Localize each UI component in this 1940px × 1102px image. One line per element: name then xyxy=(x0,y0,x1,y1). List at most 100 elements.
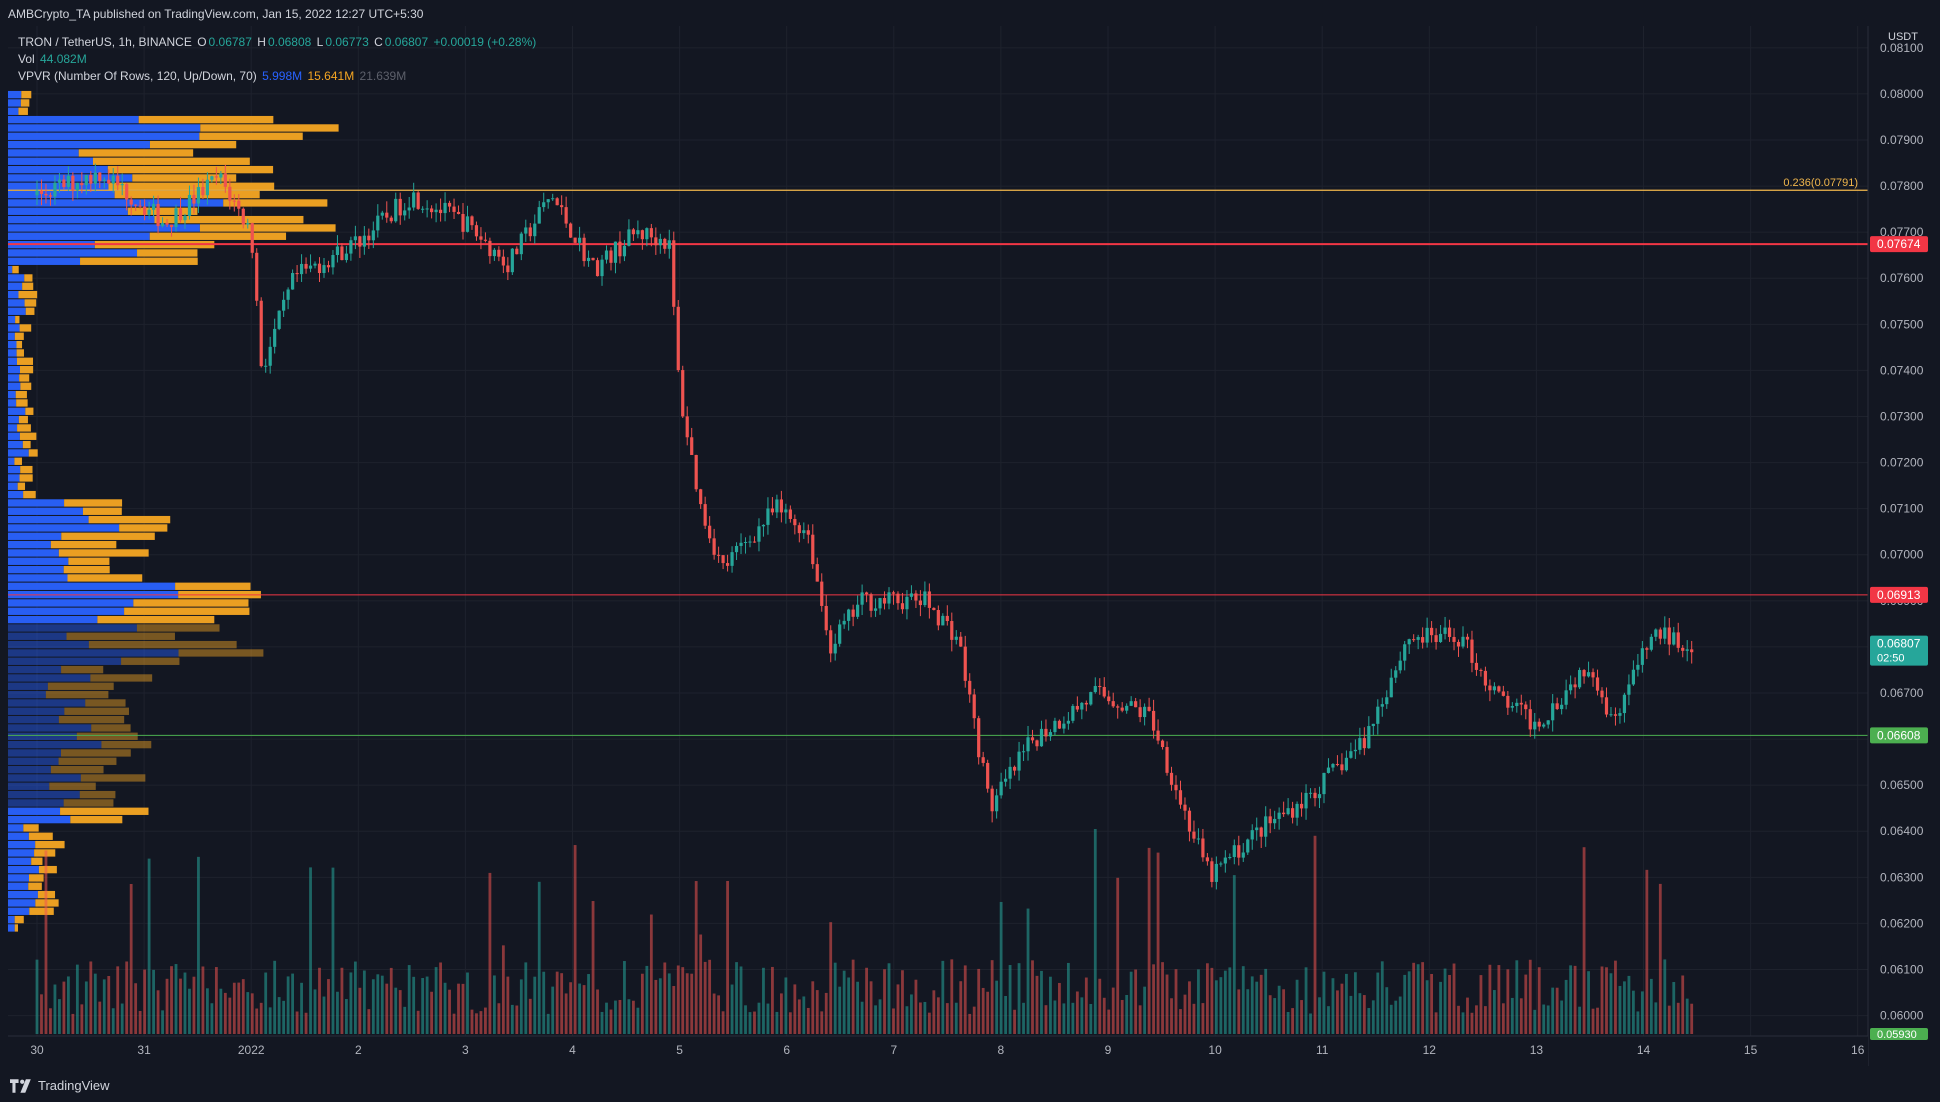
candle-body xyxy=(1667,627,1671,645)
volume-bar xyxy=(49,1008,52,1034)
volume-bar xyxy=(1259,974,1263,1034)
candle-body xyxy=(116,175,120,186)
vp-up-bar xyxy=(8,474,20,482)
vp-up-bar xyxy=(8,340,17,349)
candle-body xyxy=(1600,690,1604,698)
volume-bar xyxy=(954,1002,958,1034)
volume-bar xyxy=(981,987,985,1034)
candle-body xyxy=(564,207,568,224)
volume-bar xyxy=(1022,1002,1025,1034)
volume-bar xyxy=(1031,960,1034,1034)
candle-body xyxy=(1295,803,1299,818)
vp-down-bar xyxy=(16,340,23,349)
candle-body xyxy=(151,203,156,210)
candle-body xyxy=(761,524,766,527)
volume-bar xyxy=(1403,974,1407,1034)
candle-body xyxy=(604,250,609,260)
volume-bar xyxy=(1066,962,1070,1034)
volume-bar xyxy=(300,982,303,1034)
candle-body xyxy=(658,238,662,246)
candle-body xyxy=(1582,670,1586,677)
vp-down-bar xyxy=(18,290,38,299)
candle-body xyxy=(1080,702,1084,710)
vp-up-bar xyxy=(8,665,62,674)
volume-bar xyxy=(1533,1009,1537,1034)
volume-bar xyxy=(1093,829,1097,1034)
currency-label[interactable]: USDT xyxy=(1888,31,1918,43)
candle-body xyxy=(968,680,972,695)
candle-body xyxy=(1268,816,1272,824)
vp-up-bar xyxy=(8,149,79,157)
volume-bar xyxy=(479,1011,483,1034)
vp-up-bar xyxy=(8,315,16,324)
price-tag-red: 0.06913 xyxy=(1877,588,1921,602)
volume-bar xyxy=(1560,1000,1564,1034)
price-tick-label: 0.06400 xyxy=(1880,824,1924,838)
volume-bar xyxy=(551,986,555,1034)
vp-down-bar xyxy=(15,390,27,399)
volume-bar xyxy=(560,973,564,1034)
vp-down-bar xyxy=(25,307,35,315)
candle-body xyxy=(1447,627,1452,637)
candle-body xyxy=(1120,707,1124,711)
candle-body xyxy=(1156,730,1160,741)
candle-body xyxy=(936,610,940,626)
vp-down-bar xyxy=(18,107,28,115)
candle-body xyxy=(1403,644,1407,661)
time-axis[interactable]: 30 31 2022 2 3 4 5 6 7 8 9 10 11 12 13 14 15 16 xyxy=(8,1035,1868,1066)
tradingview-logo[interactable]: TradingView xyxy=(10,1078,110,1093)
volume-bar xyxy=(1232,875,1236,1034)
candle-body xyxy=(57,179,62,183)
candle-body xyxy=(1636,664,1640,670)
candle-body xyxy=(273,328,277,347)
candle-body xyxy=(219,173,223,178)
vp-down-bar xyxy=(223,199,328,207)
volume-bar xyxy=(605,1002,608,1034)
volume-bar xyxy=(336,991,339,1034)
volume-bar xyxy=(779,993,783,1034)
volume-bar xyxy=(753,1011,756,1034)
candle-body xyxy=(833,643,837,654)
volume-bar xyxy=(412,976,416,1034)
vp-down-bar xyxy=(12,265,19,274)
candle-body xyxy=(237,200,241,209)
volume-bar xyxy=(771,966,774,1034)
vp-up-bar xyxy=(8,165,108,174)
volume-bar xyxy=(856,981,860,1034)
candle-body xyxy=(1107,696,1111,702)
volume-bar xyxy=(156,990,160,1034)
candle-body xyxy=(1299,803,1304,809)
volume-bar xyxy=(1152,964,1155,1034)
volume-bar xyxy=(1421,962,1425,1034)
candle-body xyxy=(1174,784,1178,791)
volume-bar xyxy=(739,966,743,1034)
candle-body xyxy=(882,598,887,604)
volume-bar xyxy=(174,964,178,1034)
volume-bar xyxy=(1681,975,1685,1034)
candle-body xyxy=(1057,720,1062,729)
vp-up-bar xyxy=(8,724,92,732)
vp-down-bar xyxy=(154,215,304,224)
volume-bar xyxy=(645,965,649,1034)
vp-down-bar xyxy=(127,207,198,215)
volume-bar xyxy=(927,1012,931,1034)
vp-down-bar xyxy=(61,665,104,674)
candle-body xyxy=(394,198,398,222)
candle-body xyxy=(241,208,245,225)
volume-bar xyxy=(71,1013,75,1034)
candle-body xyxy=(1143,706,1147,718)
price-axis[interactable]: 0.081000.080000.079000.078000.077000.076… xyxy=(1867,26,1930,1066)
chart-area[interactable]: 0.236(0.07791) 0.08100 0.08000 0.07900 0.078… xyxy=(8,26,1930,1066)
candle-body xyxy=(438,209,443,214)
candle-body xyxy=(959,636,963,647)
vp-up-bar xyxy=(8,865,39,874)
price-axis-background xyxy=(1868,26,1930,1066)
candle-body xyxy=(1560,704,1564,710)
volume-bar xyxy=(1300,1000,1303,1034)
candle-body xyxy=(806,530,810,535)
price-chart[interactable]: 0.236(0.07791) 0.08100 0.08000 0.07900 0.078… xyxy=(8,26,1930,1066)
vp-up-bar xyxy=(8,207,128,215)
vp-up-bar xyxy=(8,807,61,815)
candle-body xyxy=(1125,705,1129,711)
volume-bar xyxy=(237,982,241,1034)
